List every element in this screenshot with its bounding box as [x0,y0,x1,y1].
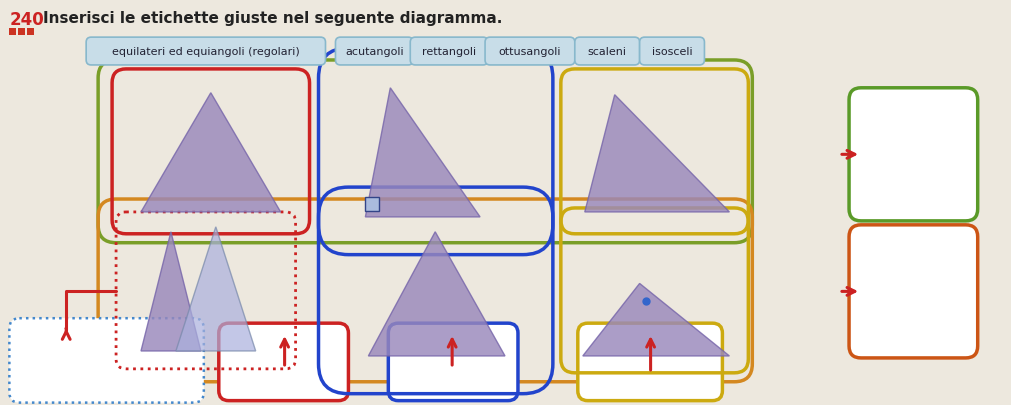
Polygon shape [141,232,201,351]
FancyBboxPatch shape [849,225,978,358]
Text: 240: 240 [9,11,44,29]
FancyBboxPatch shape [410,38,488,66]
Bar [365,198,379,211]
FancyBboxPatch shape [388,323,518,401]
Text: scaleni: scaleni [587,47,627,57]
FancyBboxPatch shape [640,38,705,66]
Polygon shape [176,227,256,351]
FancyBboxPatch shape [485,38,575,66]
FancyBboxPatch shape [578,323,723,401]
Text: Inserisci le etichette giuste nel seguente diagramma.: Inserisci le etichette giuste nel seguen… [43,11,502,26]
Bar [9,29,16,36]
Text: isosceli: isosceli [652,47,693,57]
FancyBboxPatch shape [218,323,349,401]
FancyBboxPatch shape [86,38,326,66]
Text: acutangoli: acutangoli [345,47,403,57]
Polygon shape [365,89,480,217]
Polygon shape [584,96,729,212]
FancyBboxPatch shape [9,318,204,403]
Bar [18,29,25,36]
Text: ottusangoli: ottusangoli [498,47,561,57]
FancyBboxPatch shape [575,38,640,66]
Polygon shape [582,284,729,356]
Polygon shape [368,232,506,356]
Bar [27,29,34,36]
Polygon shape [141,94,281,212]
Text: rettangoli: rettangoli [423,47,476,57]
FancyBboxPatch shape [849,89,978,221]
FancyBboxPatch shape [336,38,413,66]
Text: equilateri ed equiangoli (regolari): equilateri ed equiangoli (regolari) [112,47,299,57]
